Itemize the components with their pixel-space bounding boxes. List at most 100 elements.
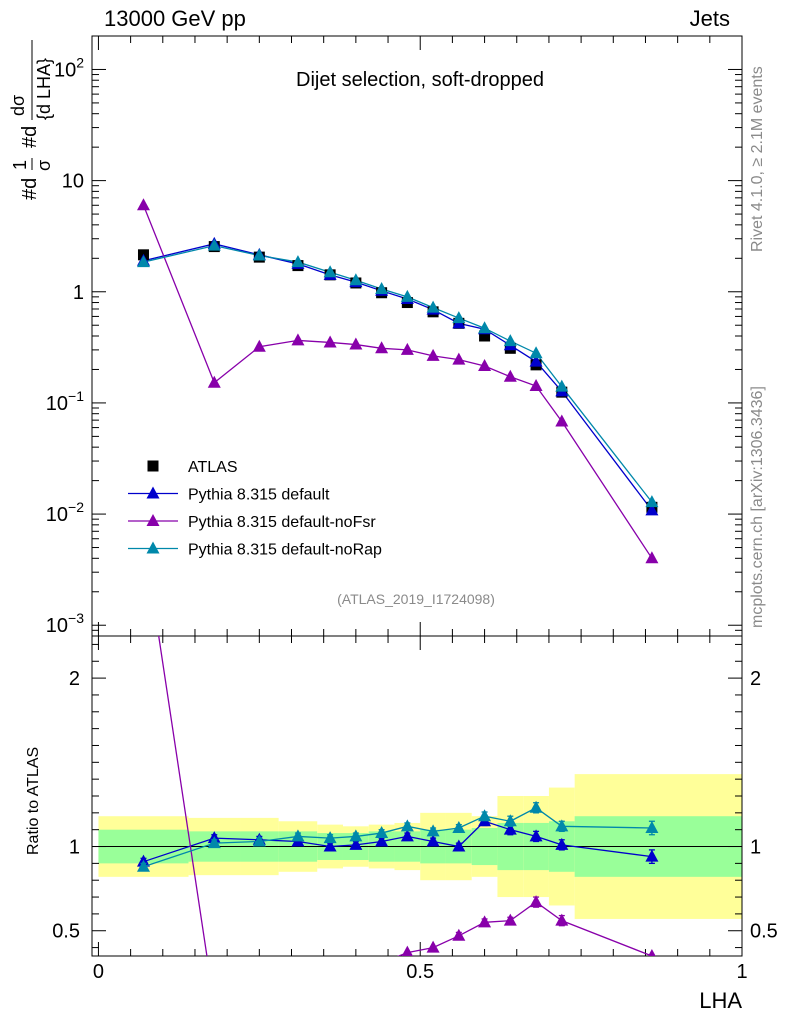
data-point [529,354,543,367]
y-tick-label-exp: −1 [68,388,84,404]
ratio-point [529,895,543,908]
data-point [529,346,543,359]
data-point [207,238,221,251]
data-point [645,495,659,508]
ratio-panel: 0.5 0.51 12 20 0.5 1 [52,528,778,1010]
ratio-point [137,528,150,540]
data-point [426,300,440,313]
ratio-x-tick-label: 0 [93,961,104,983]
ratio-x-tick-label: 1 [736,961,747,983]
ratio-point [401,945,413,956]
ratio-point [555,913,569,926]
y-tick-label: 10−2 [46,499,84,526]
ratio-point [503,822,517,835]
ratio-xticks: 0 0.5 1 [93,636,748,983]
main-xticks [97,36,743,636]
data-point [503,334,517,347]
data-point [136,198,150,211]
data-point [478,358,492,371]
ratio-point [375,826,389,839]
y-tick-label: 10−1 [46,388,84,415]
legend-label: ATLAS [188,459,238,476]
data-point [645,551,659,564]
data-point [252,248,266,261]
data-point [529,378,543,391]
ratio-point [349,829,363,842]
ylabel-part-a: #d [19,178,41,200]
ylabel-part-b: 1 [10,160,30,170]
ratio-point [452,928,466,941]
ratio-yticks: 0.5 0.5 1 1 2 2 [52,643,778,949]
data-point [207,375,221,388]
data-point [503,369,517,382]
ratio-point [324,966,337,978]
ratio-y-tick-label-left: 1 [69,837,80,859]
ratio-point [208,998,221,1010]
ratio-point [291,829,305,842]
y-tick-label: 102 [54,54,84,81]
ratio-point [375,834,389,847]
main-ylabel: #d 1 σ #d dσ {d LHA} [8,40,54,200]
ratio-series [136,528,659,1010]
ratio-point [503,814,517,827]
ratio-point [503,913,517,926]
data-point [291,255,305,268]
legend-label: Pythia 8.315 default-noRap [188,542,382,559]
y-tick-label-base: 10 [46,504,68,526]
ratio-y-tick-label-right: 2 [750,668,761,690]
ratio-point [452,821,466,833]
ratio-point [349,837,363,850]
side-label-top: Rivet 4.1.0, ≥ 2.1M events [749,66,766,252]
ratio-series-noRap [136,800,659,872]
ratio-point [426,824,440,837]
ratio-point [323,839,337,852]
ratio-point [478,915,492,928]
legend-item: ATLAS [147,459,238,476]
ratio-point [478,809,492,822]
y-tick-label-base: 1 [73,282,84,304]
ratio-series-noFsr [137,528,656,1010]
series-noFsr [142,205,653,559]
series-line [142,205,653,559]
markers-noFsr [136,198,659,564]
ratio-point [529,800,543,813]
ratio-point [648,949,656,956]
ratio-point [426,834,440,847]
ylabel-part-d: #d [19,126,41,148]
ratio-point [529,829,543,842]
legend-label: Pythia 8.315 default [188,487,330,504]
markers-noRap [136,238,659,508]
data-point [555,379,569,392]
ratio-point [400,829,414,842]
data-point [136,255,150,268]
ratio-y-tick-label-right: 1 [750,837,761,859]
y-tick-label-base: 10 [46,393,68,415]
ratio-point [207,836,221,849]
ratio-point [252,834,266,847]
legend-item: Pythia 8.315 default-noRap [128,541,382,559]
y-tick-label-base: 10 [46,615,68,637]
data-point [400,289,414,302]
data-point [479,330,491,342]
y-tick-label-base: 10 [62,171,84,193]
ratio-ylabel: Ratio to ATLAS [25,747,42,855]
legend-marker [147,460,159,472]
data-point [252,339,266,352]
y-tick-label-base: 10 [54,59,76,81]
ratio-point [253,981,266,993]
data-point [452,352,466,365]
ratio-x-tick-label: 0.5 [406,961,434,983]
ylabel-part-f: {d LHA} [34,58,54,120]
ratio-point [555,819,569,832]
data-point [375,281,389,294]
ratio-point [136,859,150,872]
ratio-point [381,955,382,956]
data-point [323,265,337,278]
legend-marker [146,541,160,554]
legend-marker [146,514,160,526]
ratio-point [555,837,569,850]
y-tick-label-exp: 2 [76,54,84,70]
